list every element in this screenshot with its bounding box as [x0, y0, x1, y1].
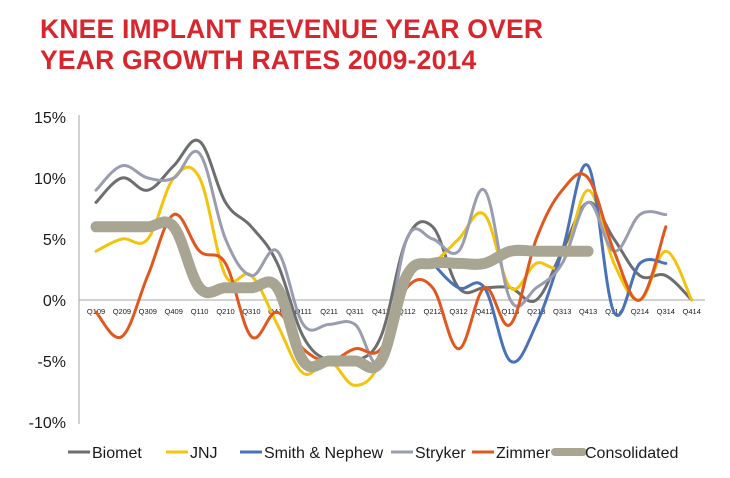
- x-tick-label: Q214: [631, 307, 649, 316]
- x-tick-label: Q211: [320, 307, 338, 316]
- legend-label: JNJ: [190, 445, 218, 462]
- series-line-consolidated: [90, 216, 594, 374]
- x-tick-label: Q311: [346, 307, 364, 316]
- x-tick-label: Q213: [527, 307, 545, 316]
- y-tick-label: 15%: [34, 110, 66, 127]
- x-tick-label: Q411: [372, 307, 390, 316]
- x-tick-label: Q414: [683, 307, 701, 316]
- series-line-jnj: [94, 165, 694, 387]
- y-tick-label: -10%: [29, 415, 66, 432]
- x-tick-label: Q110: [191, 307, 209, 316]
- x-tick-label: Q412: [475, 307, 493, 316]
- x-tick-label: Q313: [553, 307, 571, 316]
- x-tick-label: Q111: [295, 307, 312, 316]
- y-tick-label: 10%: [34, 171, 66, 188]
- chart-title: KNEE IMPLANT REVENUE YEAR OVER YEAR GROW…: [40, 14, 720, 76]
- x-tick-label: Q210: [216, 307, 234, 316]
- legend-label: Stryker: [415, 445, 466, 462]
- y-tick-label: 5%: [43, 232, 66, 249]
- legend-item-smith-nephew: Smith & Nephew: [240, 445, 384, 462]
- x-tick-label: Q409: [165, 307, 183, 316]
- x-tick-label: Q310: [242, 307, 260, 316]
- x-tick-label: Q112: [398, 307, 416, 316]
- x-tick-label: Q212: [424, 307, 442, 316]
- legend-item-consolidated: Consolidated: [551, 445, 678, 462]
- x-tick-label: Q312: [449, 307, 467, 316]
- legend-item-stryker: Stryker: [391, 445, 466, 462]
- legend: Biomet JNJ Smith & Nephew Stryker Zimmer Cons…: [68, 445, 678, 462]
- legend-item-jnj: JNJ: [166, 445, 218, 462]
- x-tick-label: Q413: [579, 307, 597, 316]
- chart-title-line-1: KNEE IMPLANT REVENUE YEAR OVER: [40, 14, 544, 44]
- y-tick-label: 0%: [43, 293, 66, 310]
- legend-label: Zimmer: [496, 445, 551, 462]
- axes: 15%10%5%0%-5%-10%Q109 Q209 Q309 Q409 Q110 Q21…: [29, 110, 705, 432]
- legend-label: Consolidated: [585, 445, 678, 462]
- x-tick-label: Q209: [113, 307, 131, 316]
- x-tick-label: Q309: [139, 307, 157, 316]
- y-tick-label: -5%: [38, 354, 66, 371]
- legend-label: Biomet: [92, 445, 142, 462]
- legend-label: Smith & Nephew: [264, 445, 384, 462]
- series-lines: [90, 138, 694, 387]
- chart-title-line-2: YEAR GROWTH RATES 2009-2014: [40, 45, 477, 75]
- x-tick-label: Q314: [657, 307, 675, 316]
- x-tick-label: Q113: [502, 307, 520, 316]
- legend-item-biomet: Biomet: [68, 445, 142, 462]
- legend-item-zimmer: Zimmer: [472, 445, 551, 462]
